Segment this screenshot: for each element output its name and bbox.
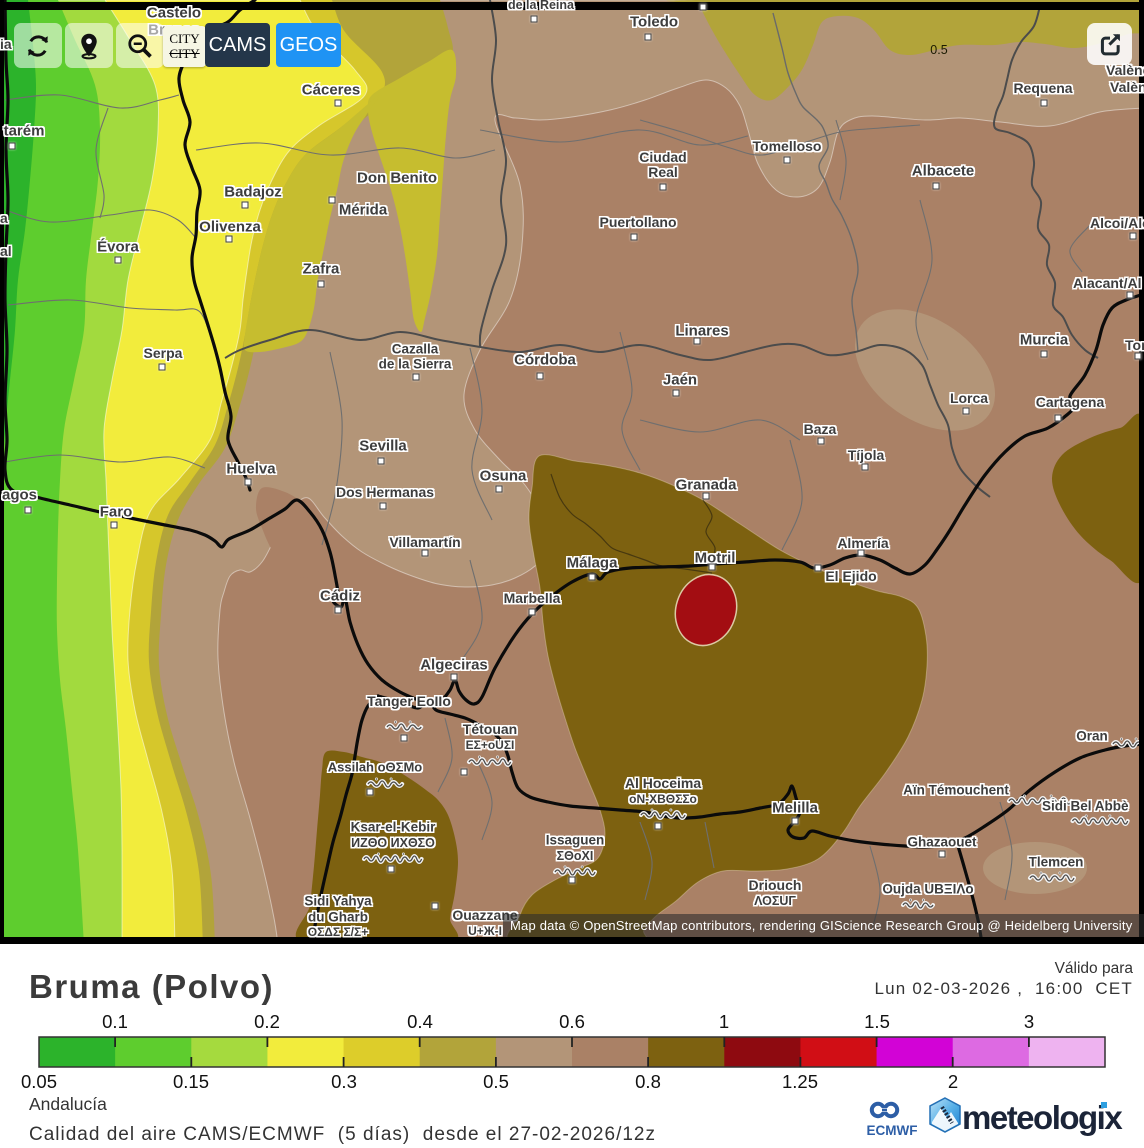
svg-text:meteologix: meteologix	[962, 1099, 1123, 1136]
svg-text:ECMWF: ECMWF	[867, 1123, 918, 1138]
